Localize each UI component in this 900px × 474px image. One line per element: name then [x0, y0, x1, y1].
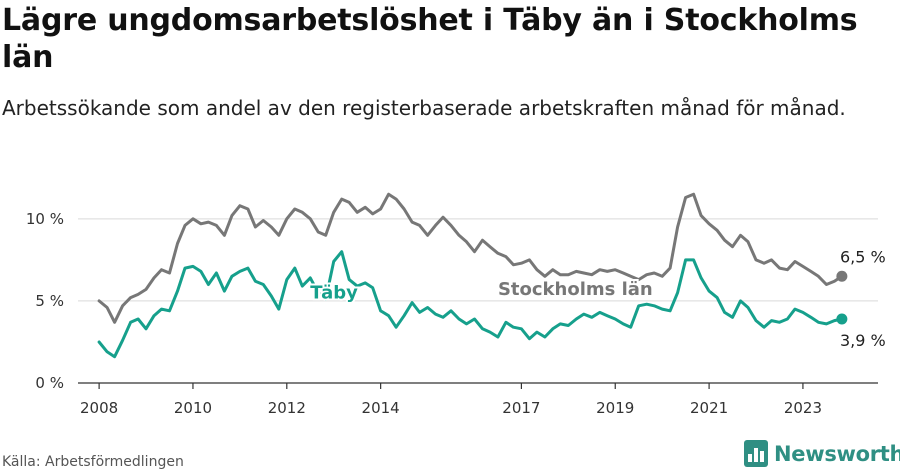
- x-tick-label: 2021: [690, 399, 728, 417]
- x-tick-label: 2008: [80, 399, 118, 417]
- y-tick-label: 0 %: [35, 374, 64, 392]
- brand-name: Newsworthy: [774, 441, 900, 466]
- series-lines: [97, 192, 848, 359]
- stockholms-lan-series-label: Stockholms län: [498, 279, 653, 300]
- source-note: Källa: Arbetsförmedlingen: [2, 454, 184, 470]
- taby-end-label: 3,9 %: [840, 331, 886, 350]
- x-tick-label: 2023: [784, 399, 822, 417]
- x-tick-label: 2010: [174, 399, 212, 417]
- taby-series-label: Täby: [310, 282, 358, 303]
- y-axis: 0 % 5 % 10 %: [26, 210, 64, 392]
- y-tick-label: 5 %: [35, 292, 64, 310]
- x-tick-label: 2012: [268, 399, 306, 417]
- stockholms-lan-line: [97, 192, 844, 324]
- taby-end-point: [836, 313, 848, 325]
- x-tick-label: 2019: [596, 399, 634, 417]
- series-labels: 6,5 % Stockholms län 3,9 % Täby: [308, 247, 886, 350]
- taby-line: [97, 250, 844, 359]
- newsworthy-logo-icon: [744, 440, 768, 467]
- grid-lines: [78, 218, 878, 302]
- chart-subtitle: Arbetssökande som andel av den registerb…: [2, 96, 846, 120]
- newsworthy-logo[interactable]: Newsworthy: [744, 440, 900, 467]
- x-tick-label: 2017: [502, 399, 540, 417]
- chart-title: Lägre ungdomsarbetslöshet i Täby än i St…: [2, 3, 858, 75]
- stockholms-lan-end-point: [836, 270, 848, 282]
- stockholms-lan-end-label: 6,5 %: [840, 247, 886, 266]
- x-axis: 2008 2010 2012 2014 2017 2019 2021 2023: [78, 382, 878, 417]
- x-tick-label: 2014: [362, 399, 400, 417]
- y-tick-label: 10 %: [26, 210, 64, 228]
